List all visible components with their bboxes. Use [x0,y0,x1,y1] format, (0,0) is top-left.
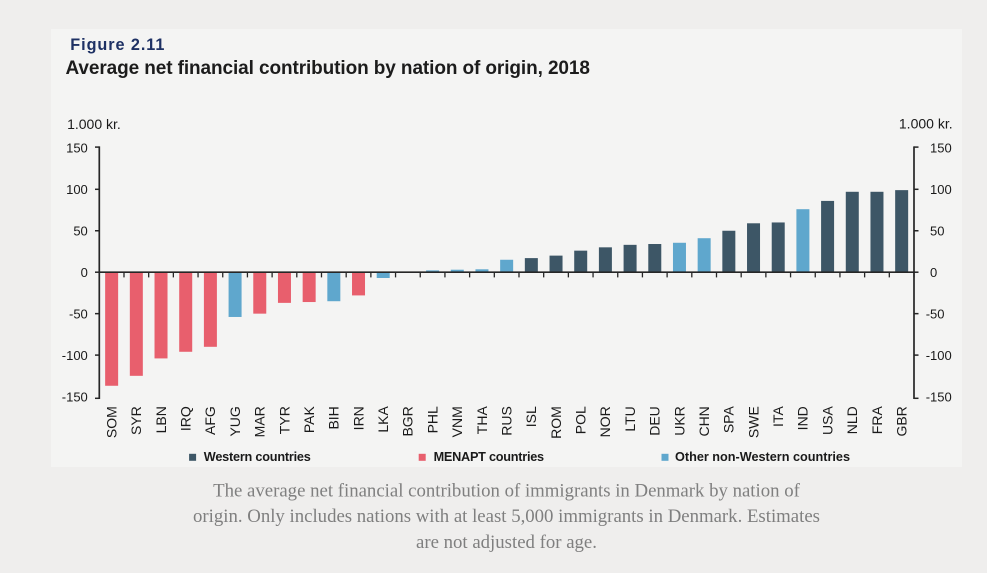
svg-text:Other non-Western countries: Other non-Western countries [675,450,850,464]
svg-text:BIH: BIH [326,406,342,429]
svg-text:-100: -100 [62,348,88,363]
svg-text:SYR: SYR [128,406,144,435]
svg-text:LKA: LKA [375,406,391,433]
svg-text:MAR: MAR [252,406,268,437]
svg-text:TYR: TYR [276,406,292,434]
svg-text:YUG: YUG [227,406,243,436]
svg-text:POL: POL [573,406,589,434]
svg-text:IND: IND [795,406,811,430]
svg-text:Western countries: Western countries [204,450,311,464]
svg-text:1.000 kr.: 1.000 kr. [899,116,953,132]
svg-text:ISL: ISL [523,406,539,427]
svg-text:100: 100 [66,182,88,197]
svg-text:THA: THA [474,406,490,435]
svg-text:MENAPT countries: MENAPT countries [434,450,544,464]
svg-text:NLD: NLD [844,406,860,434]
svg-text:SPA: SPA [721,406,737,434]
svg-text:NOR: NOR [597,406,613,437]
svg-text:50: 50 [73,223,87,238]
svg-text:1.000 kr.: 1.000 kr. [67,116,121,132]
svg-text:UKR: UKR [671,406,687,436]
svg-text:USA: USA [819,406,835,435]
svg-text:-150: -150 [926,389,952,404]
svg-text:ROM: ROM [548,406,564,439]
svg-text:GBR: GBR [893,406,909,436]
svg-text:SWE: SWE [745,406,761,438]
svg-text:The average net financial cont: The average net financial contribution o… [213,480,800,501]
svg-text:IRN: IRN [350,406,366,430]
svg-text:VNM: VNM [449,406,465,437]
svg-text:0: 0 [81,265,88,280]
svg-text:LTU: LTU [622,406,638,431]
svg-text:PHL: PHL [424,406,440,433]
svg-text:-50: -50 [69,306,88,321]
svg-text:SOM: SOM [103,406,119,438]
svg-text:LBN: LBN [153,406,169,433]
svg-text:ITA: ITA [770,406,786,427]
svg-text:CHN: CHN [696,406,712,436]
svg-text:FRA: FRA [869,406,885,435]
svg-text:-150: -150 [62,389,88,404]
svg-text:IRQ: IRQ [178,406,194,431]
svg-text:-100: -100 [926,348,952,363]
svg-text:are not adjusted for age.: are not adjusted for age. [416,532,597,553]
svg-text:0: 0 [930,265,937,280]
svg-text:RUS: RUS [498,406,514,436]
svg-text:100: 100 [930,182,952,197]
svg-text:-50: -50 [926,306,945,321]
svg-text:PAK: PAK [301,406,317,434]
svg-text:DEU: DEU [647,406,663,436]
svg-text:50: 50 [930,223,944,238]
svg-text:150: 150 [930,141,952,156]
svg-text:origin. Only includes nations: origin. Only includes nations with at le… [193,506,820,527]
svg-text:150: 150 [66,141,88,156]
svg-text:BGR: BGR [400,406,416,436]
svg-text:AFG: AFG [202,406,218,435]
